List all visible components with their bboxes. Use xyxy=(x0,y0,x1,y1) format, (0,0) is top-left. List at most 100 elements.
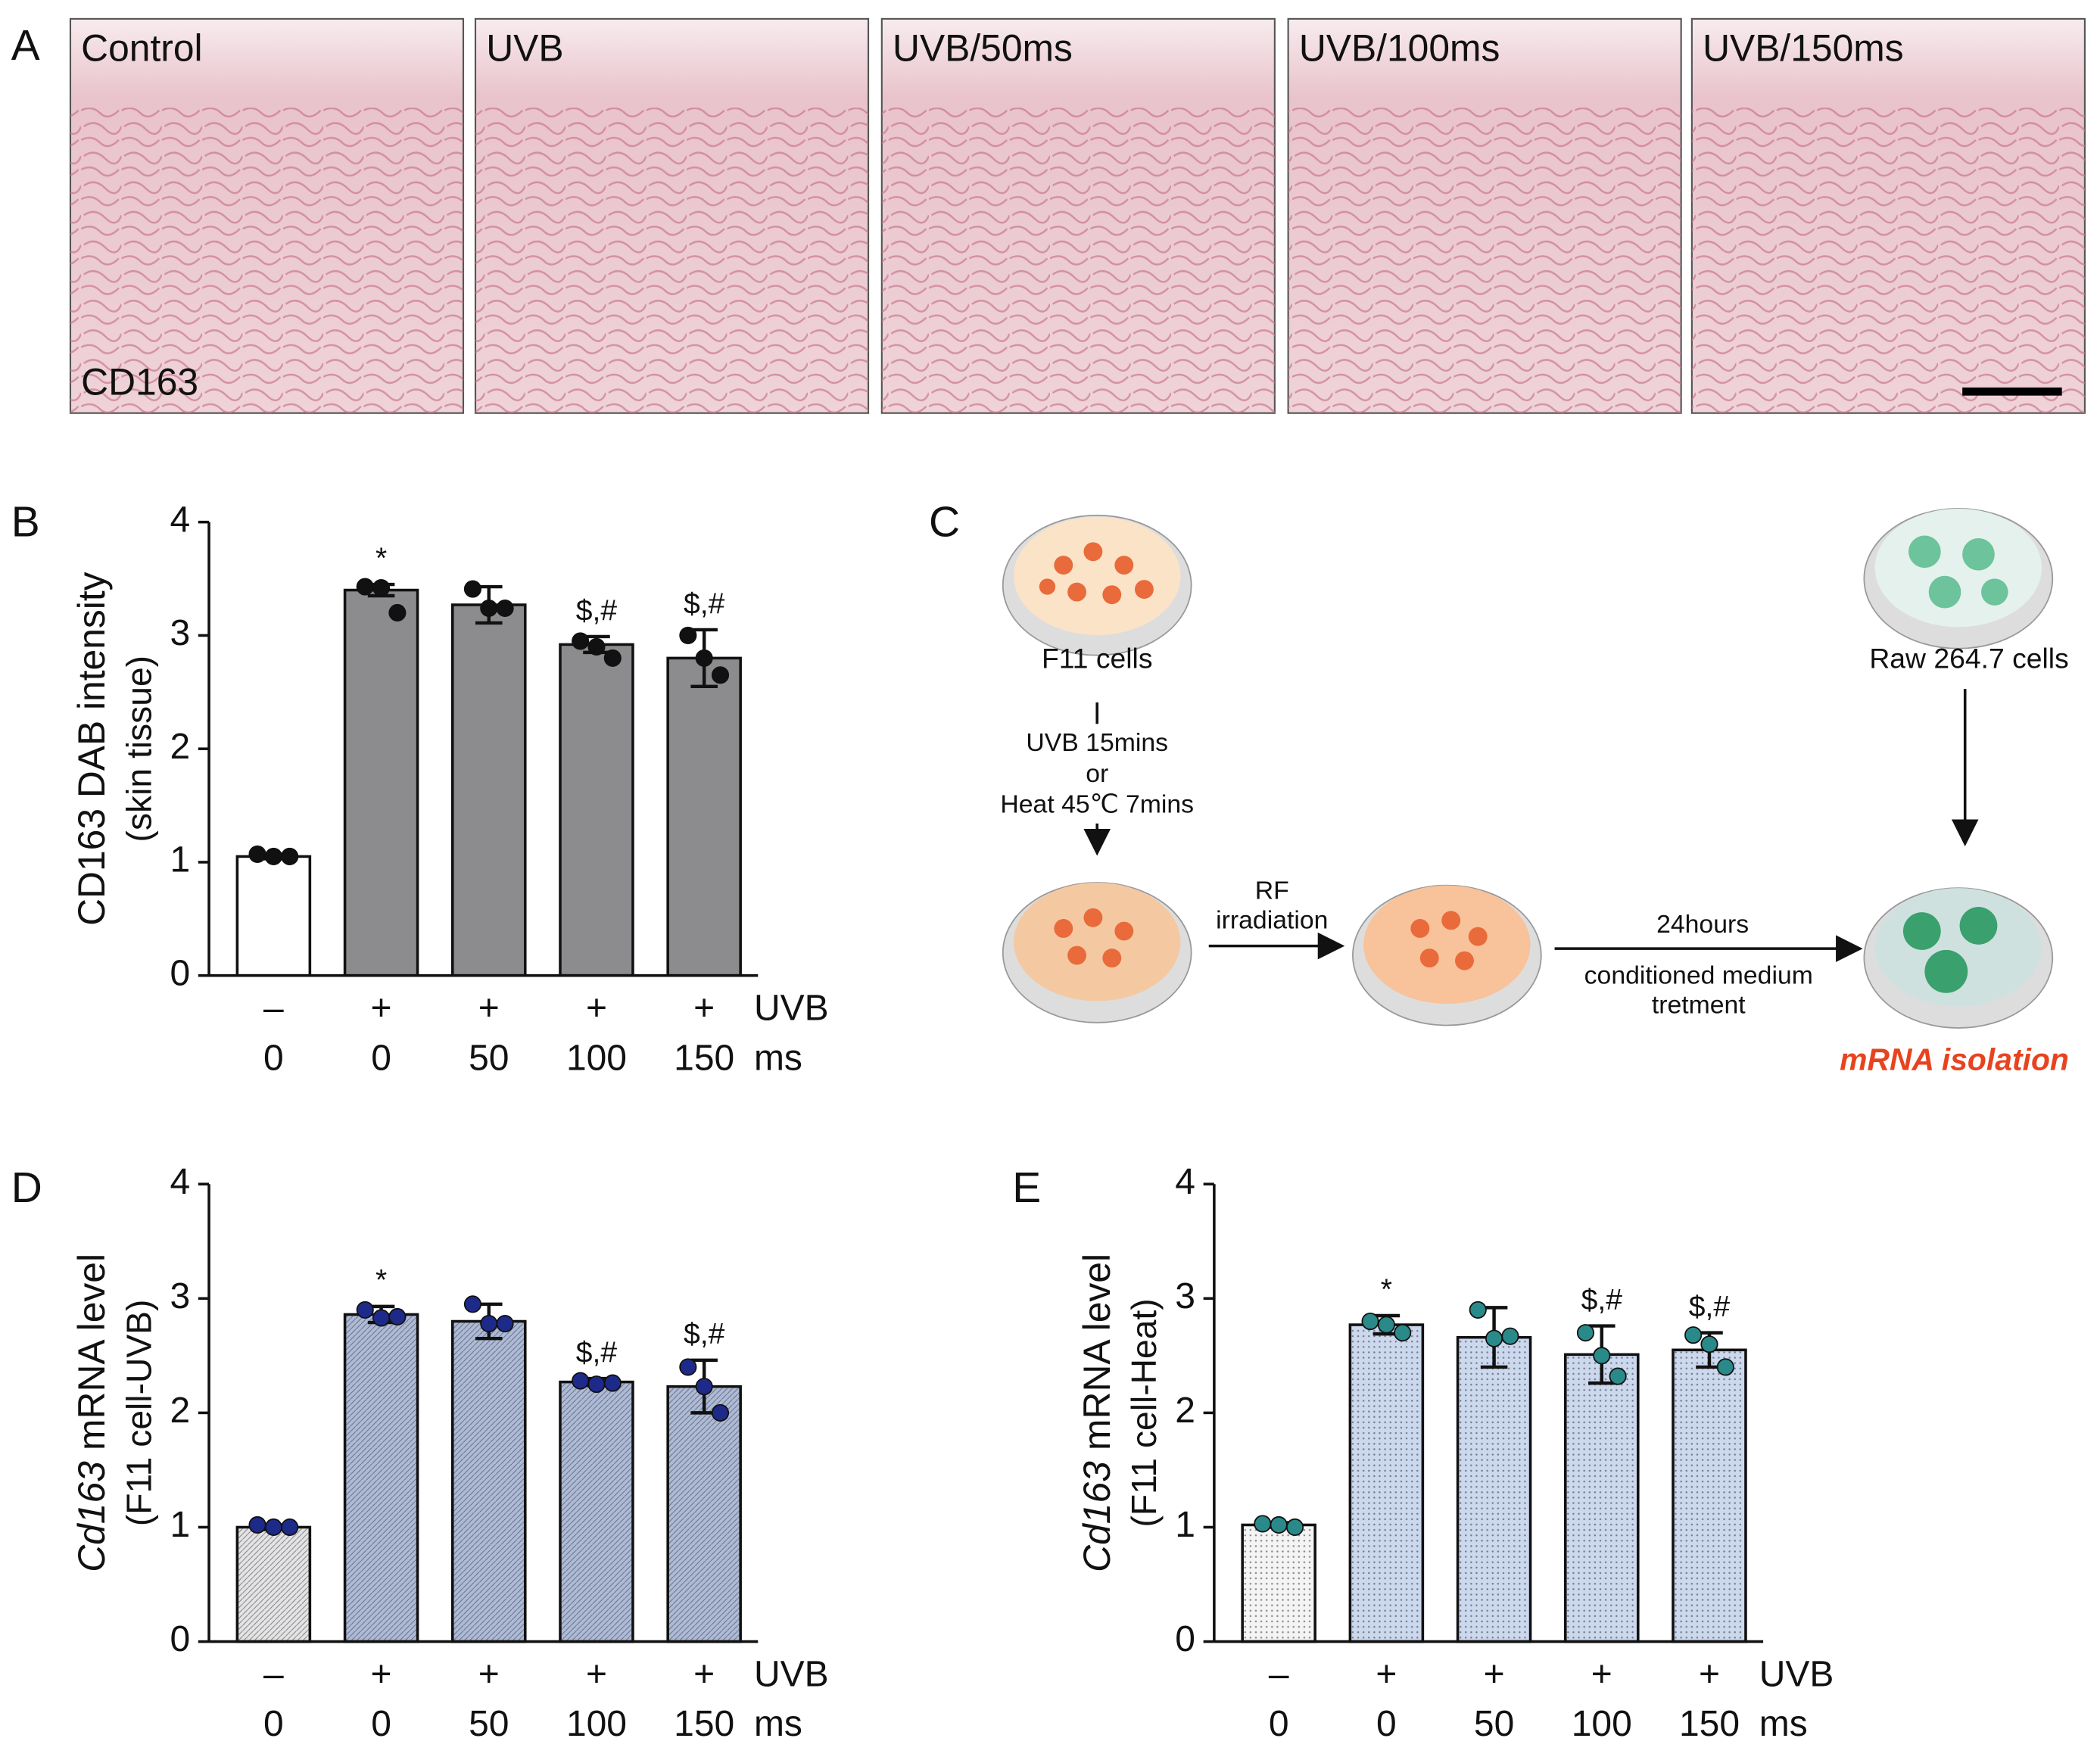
data-point xyxy=(695,1378,713,1396)
data-point xyxy=(1394,1324,1412,1342)
data-point xyxy=(587,637,606,656)
y-tick-label: 1 xyxy=(1175,1505,1195,1545)
tile-label: UVB/100ms xyxy=(1299,27,1500,70)
significance-label: $,# xyxy=(684,587,725,620)
significance-label: * xyxy=(375,1264,387,1297)
y-axis-label-text: mRNA level xyxy=(1076,1254,1118,1450)
y-tick-label: 4 xyxy=(170,1162,190,1202)
tile-label: Control xyxy=(81,27,202,70)
bar xyxy=(666,656,742,977)
y-tick-label: 3 xyxy=(170,1276,190,1316)
label: irradiation xyxy=(1216,906,1328,935)
panel-letter: C xyxy=(929,498,960,546)
chart: 0 1 2 3 4 Cd163 mRNA level (F11 cell-Heat) – 0 * +0… xyxy=(1076,1162,1834,1744)
bar-texture xyxy=(1566,1356,1637,1640)
data-point xyxy=(603,1374,622,1392)
data-point xyxy=(1469,1301,1487,1319)
data-point xyxy=(264,1518,282,1537)
uvb-label: + xyxy=(1484,1654,1505,1694)
label: or xyxy=(1086,759,1108,788)
ms-label: 100 xyxy=(566,1038,627,1078)
uvb-label: + xyxy=(1699,1654,1720,1694)
y-tick-label: 4 xyxy=(170,500,190,540)
dish xyxy=(1863,887,2054,1029)
uvb-label: + xyxy=(1376,1654,1397,1694)
uvb-label: + xyxy=(371,1654,392,1694)
data-point xyxy=(248,845,266,864)
data-point xyxy=(496,1314,514,1333)
data-point xyxy=(1609,1367,1627,1385)
tissue-texture xyxy=(475,107,869,413)
y-tick-label: 0 xyxy=(1175,1619,1195,1659)
y-axis-label: CD163 DAB intensity xyxy=(70,572,113,926)
data-point xyxy=(572,1372,590,1390)
data-point xyxy=(281,847,299,866)
y-tick-label: 2 xyxy=(170,727,190,767)
label: F11 cells xyxy=(1042,643,1153,674)
data-point xyxy=(695,649,713,667)
data-point xyxy=(679,1358,697,1376)
row-label: UVB xyxy=(1759,1654,1834,1694)
y-axis-label-text: mRNA level xyxy=(70,1254,113,1450)
tissue-texture xyxy=(70,107,463,413)
row-label: UVB xyxy=(754,989,829,1029)
data-point xyxy=(463,580,481,598)
uvb-label: – xyxy=(263,989,284,1029)
ms-label: 150 xyxy=(1679,1704,1740,1744)
ms-label: 150 xyxy=(674,1704,734,1744)
bar-texture xyxy=(561,1383,632,1640)
label: UVB 15mins xyxy=(1026,728,1168,757)
bar-texture xyxy=(1674,1351,1745,1640)
bar-texture xyxy=(238,1528,309,1640)
uvb-label: + xyxy=(693,989,715,1029)
data-point xyxy=(1501,1327,1519,1345)
data-point xyxy=(388,603,407,622)
y-axis-label: Cd163 mRNA level xyxy=(1076,1254,1118,1572)
uvb-label: + xyxy=(478,989,500,1029)
significance-label: * xyxy=(375,542,387,575)
panel-letter: D xyxy=(11,1164,42,1212)
chart: 0 1 2 3 4 Cd163 mRNA level (F11 cell-UVB) – 0 * +0 +… xyxy=(70,1162,829,1744)
row-label: ms xyxy=(754,1704,802,1744)
data-point xyxy=(1684,1326,1703,1344)
data-point xyxy=(1576,1324,1595,1342)
row-label: UVB xyxy=(754,1654,829,1694)
dish xyxy=(1352,884,1542,1026)
data-point xyxy=(1485,1329,1503,1347)
y-axis-label-italic: Cd163 xyxy=(70,1461,113,1572)
uvb-label: – xyxy=(263,1654,284,1694)
panel-letter: B xyxy=(11,498,40,546)
ms-label: 0 xyxy=(371,1704,391,1744)
significance-label: $,# xyxy=(576,594,618,627)
chart: 0 1 2 3 4 CD163 DAB intensity (skin tissue) – 0 *… xyxy=(70,500,829,1078)
panel-a: Control UVB UVB/50ms UVB/100ms UVB/150ms CD16… xyxy=(69,17,2086,414)
data-point xyxy=(281,1518,299,1537)
data-point xyxy=(388,1307,407,1326)
tile-label: UVB xyxy=(486,27,563,70)
row-label: ms xyxy=(754,1038,802,1078)
bar xyxy=(343,588,419,977)
label: RF xyxy=(1255,876,1289,905)
y-tick-label: 1 xyxy=(170,840,190,880)
data-point xyxy=(1593,1347,1611,1365)
uvb-label: + xyxy=(586,1654,607,1694)
bar xyxy=(559,643,634,977)
row-label: ms xyxy=(1759,1704,1808,1744)
y-tick-label: 2 xyxy=(170,1391,190,1431)
ms-label: 100 xyxy=(566,1704,627,1744)
data-point xyxy=(496,599,514,618)
data-point xyxy=(587,1375,606,1394)
label: Heat 45℃ 7mins xyxy=(1000,790,1194,819)
ms-label: 50 xyxy=(469,1704,509,1744)
bar xyxy=(451,603,527,977)
data-point xyxy=(1377,1316,1395,1334)
bar-texture xyxy=(346,1316,416,1640)
bar xyxy=(235,855,312,977)
data-point xyxy=(1285,1518,1304,1537)
data-point xyxy=(463,1295,481,1313)
y-axis-label: Cd163 mRNA level xyxy=(70,1254,113,1572)
y-axis-label: (skin tissue) xyxy=(119,656,158,842)
data-point xyxy=(711,666,730,684)
significance-label: $,# xyxy=(1689,1291,1731,1323)
